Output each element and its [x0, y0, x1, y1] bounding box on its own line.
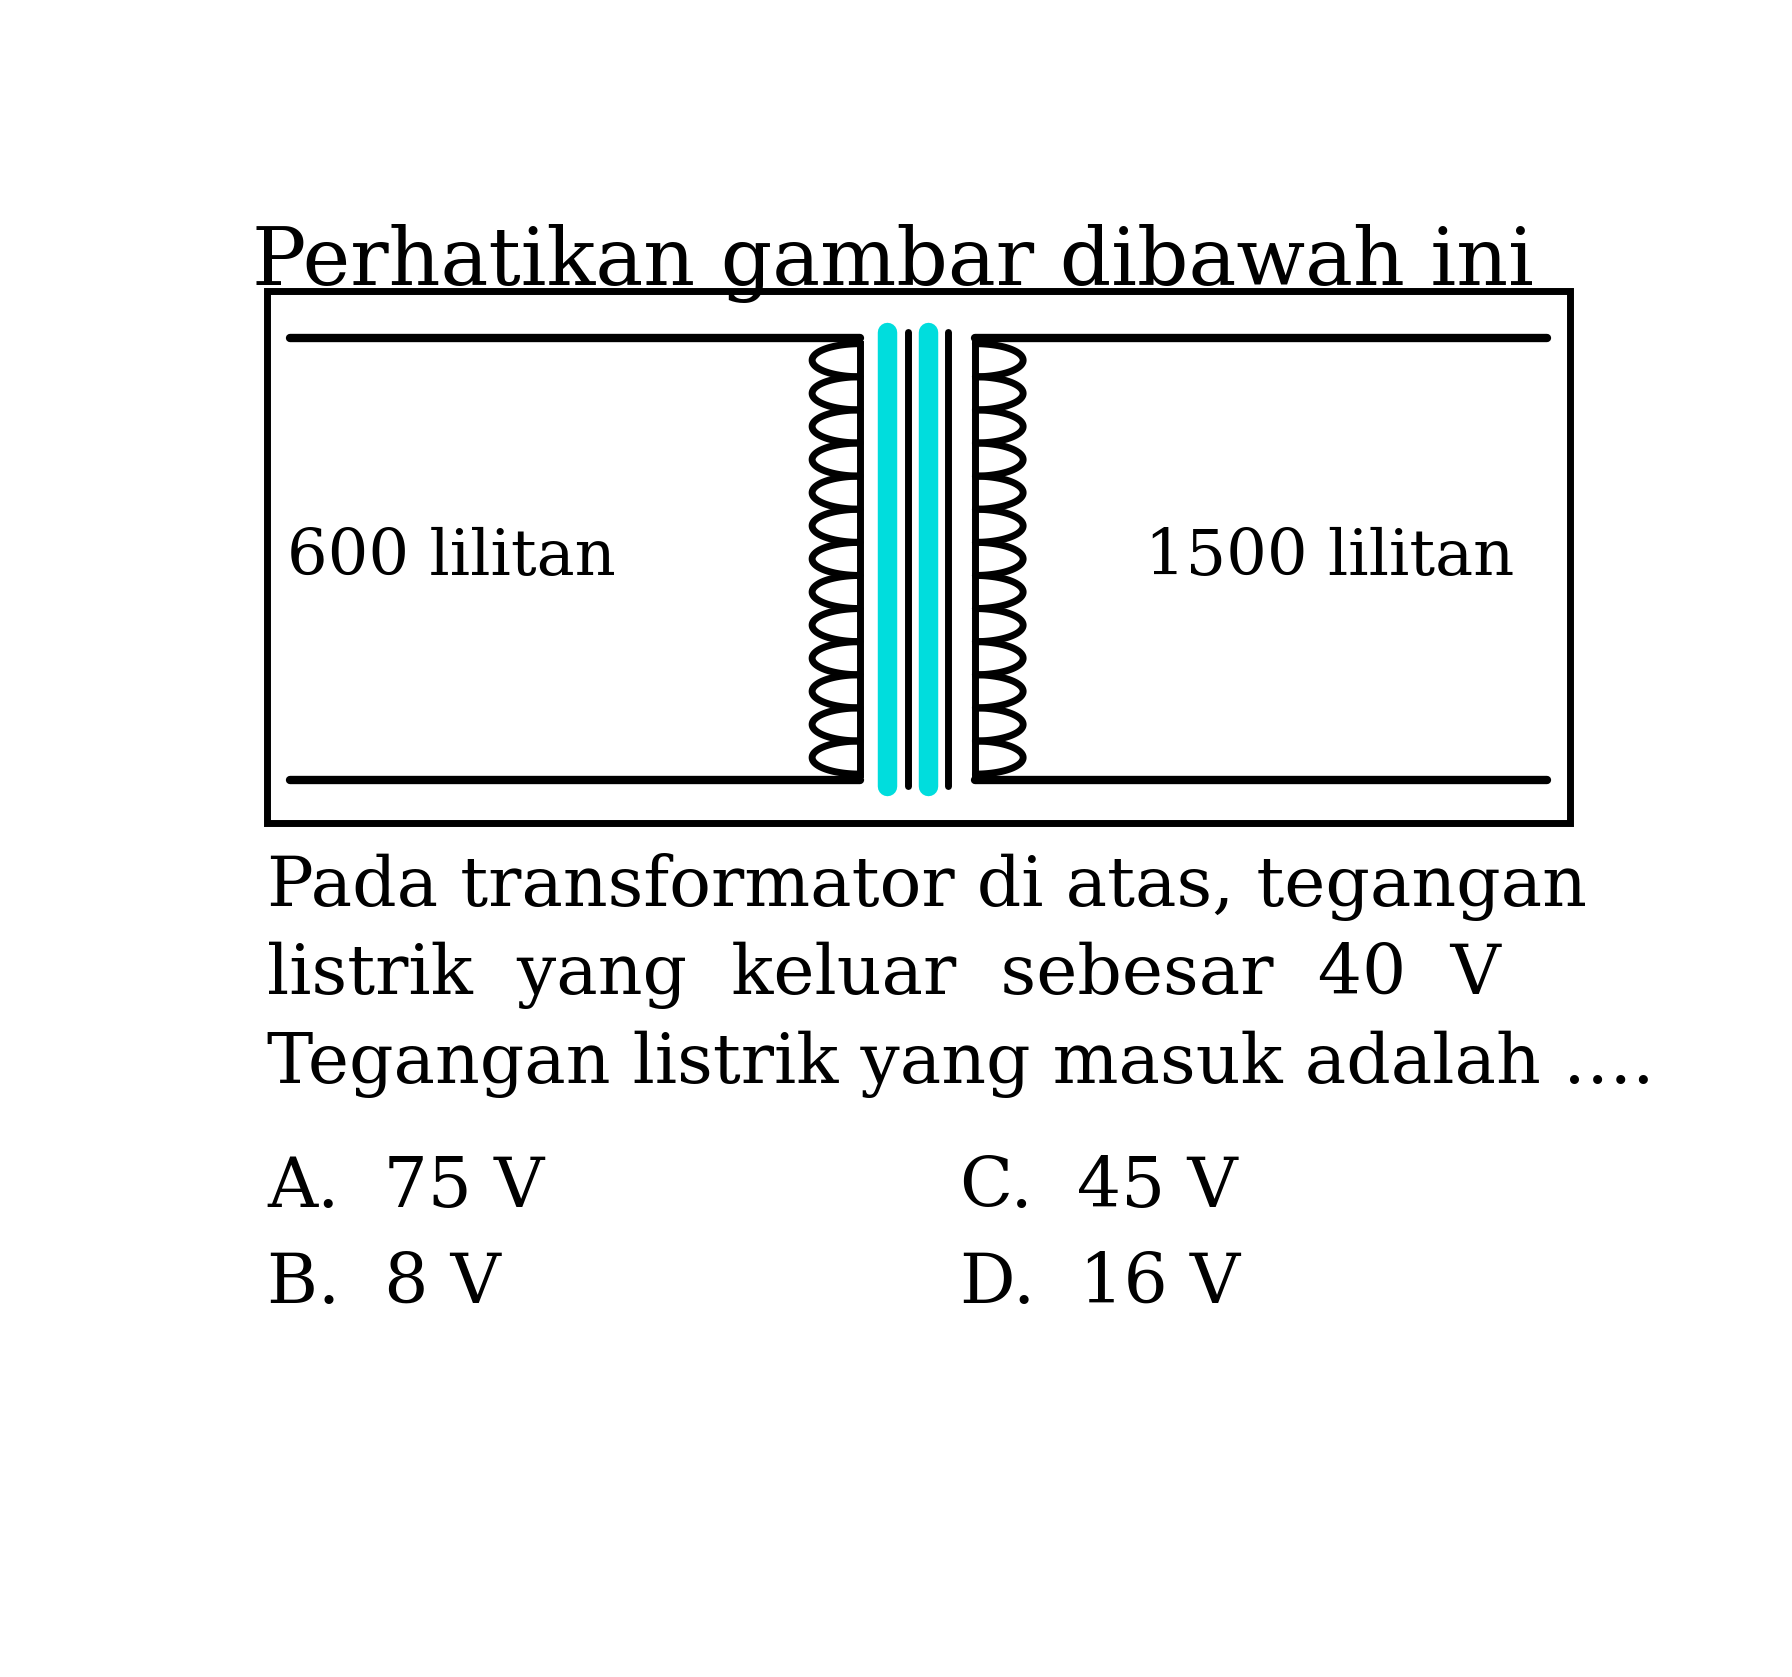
Text: A.  75 V: A. 75 V	[267, 1154, 545, 1221]
Bar	[267, 292, 1570, 823]
Text: Perhatikan gambar dibawah ini: Perhatikan gambar dibawah ini	[251, 225, 1534, 304]
Text: D.  16 V: D. 16 V	[961, 1251, 1240, 1316]
Text: Tegangan listrik yang masuk adalah ….: Tegangan listrik yang masuk adalah ….	[267, 1031, 1654, 1098]
Text: C.  45 V: C. 45 V	[961, 1154, 1238, 1221]
Text: 1500 lilitan: 1500 lilitan	[1145, 527, 1514, 587]
Text: listrik  yang  keluar  sebesar  40  V: listrik yang keluar sebesar 40 V	[267, 942, 1500, 1010]
Text: Pada transformator di atas, tegangan: Pada transformator di atas, tegangan	[267, 854, 1588, 921]
Text: B.  8 V: B. 8 V	[267, 1251, 500, 1316]
Text: 600 lilitan: 600 lilitan	[287, 527, 616, 587]
